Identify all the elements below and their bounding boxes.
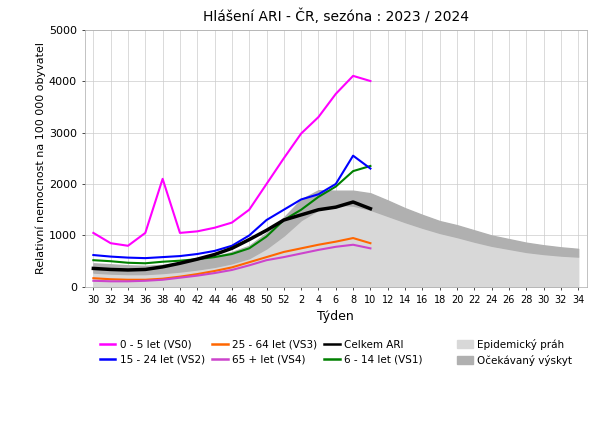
X-axis label: Týden: Týden: [318, 310, 354, 323]
Y-axis label: Relativní nemocnost na 100 000 obyvatel: Relativní nemocnost na 100 000 obyvatel: [36, 42, 46, 274]
Title: Hlášení ARI - ČR, sezóna : 2023 / 2024: Hlášení ARI - ČR, sezóna : 2023 / 2024: [203, 9, 469, 24]
Legend: 0 - 5 let (VS0), 15 - 24 let (VS2), 25 - 64 let (VS3), 65 + let (VS4), Celkem AR: 0 - 5 let (VS0), 15 - 24 let (VS2), 25 -…: [100, 338, 572, 366]
